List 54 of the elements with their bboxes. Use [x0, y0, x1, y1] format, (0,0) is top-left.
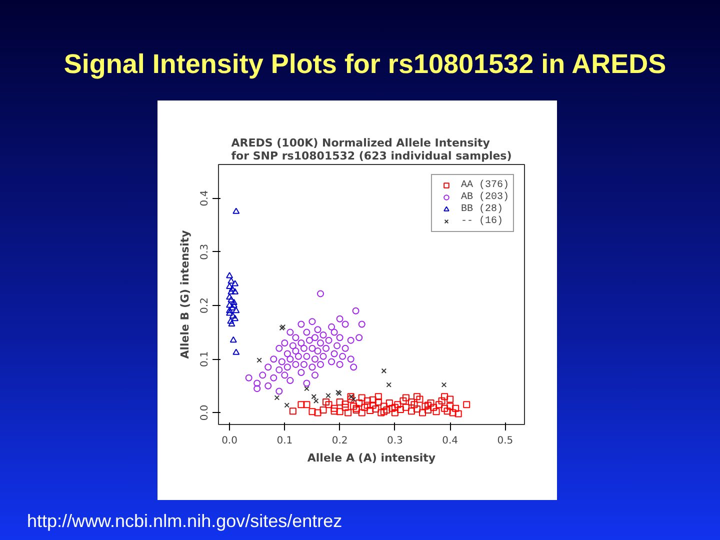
- y-tick-label: 0.3: [200, 244, 210, 260]
- y-tick-label: 0.4: [200, 190, 210, 206]
- point: [232, 280, 239, 286]
- point: [226, 306, 234, 314]
- y-axis-title: Allele B (G) intensity: [178, 230, 192, 359]
- point: [228, 320, 236, 326]
- chart-subtitle: AREDS (100K) Normalized Allele Intensity for SNP rs10801532 (623 individual samples): [231, 136, 512, 162]
- point: [226, 282, 234, 289]
- point: [228, 277, 235, 284]
- chart-title: Signal Intensity Plots for rs10801532 in AREDS: [64, 48, 666, 81]
- point: [386, 382, 392, 388]
- point: [232, 208, 240, 214]
- point: [232, 314, 239, 322]
- point: [274, 395, 280, 400]
- legend-label: BB (28): [460, 203, 503, 215]
- point: [226, 310, 234, 316]
- point: [381, 368, 387, 374]
- point: [350, 396, 356, 402]
- point: [230, 336, 237, 343]
- point: [441, 382, 447, 388]
- point: [228, 285, 236, 292]
- point: [256, 358, 262, 363]
- point: [228, 296, 235, 302]
- x-tick-label: 0.4: [442, 436, 458, 446]
- point: [226, 302, 234, 308]
- legend-label: AB (203): [460, 191, 509, 203]
- point: [228, 304, 236, 310]
- point: [227, 318, 234, 324]
- text: http://www.ncbi.nlm.nih.gov/sites/entrez: [27, 510, 342, 533]
- point: [230, 298, 238, 306]
- y-tick-label: 0.2: [200, 298, 210, 314]
- x-tick-label: 0.3: [386, 436, 403, 446]
- point: [226, 293, 234, 300]
- y-tick-label: 0.1: [200, 351, 210, 368]
- x-tick-label: 0.2: [332, 436, 348, 446]
- point: [226, 272, 234, 278]
- legend-label: AA (376): [460, 179, 509, 191]
- point: [311, 394, 317, 400]
- point: [326, 392, 331, 398]
- point: [228, 288, 235, 294]
- point: [304, 386, 310, 392]
- point: [313, 398, 319, 404]
- point: [232, 348, 240, 355]
- x-tick-label: 0.5: [497, 436, 514, 446]
- point: [230, 302, 238, 308]
- point: [232, 306, 240, 314]
- point: [232, 288, 239, 294]
- point: [284, 402, 290, 408]
- x-axis-title: Allele A (A) intensity: [307, 452, 436, 464]
- x-tick-label: 0.1: [276, 436, 293, 446]
- x-tick-label: 0.0: [222, 436, 238, 446]
- point: [229, 312, 236, 318]
- y-tick-label: 0.0: [200, 404, 210, 421]
- legend-label: -- (16): [460, 215, 503, 227]
